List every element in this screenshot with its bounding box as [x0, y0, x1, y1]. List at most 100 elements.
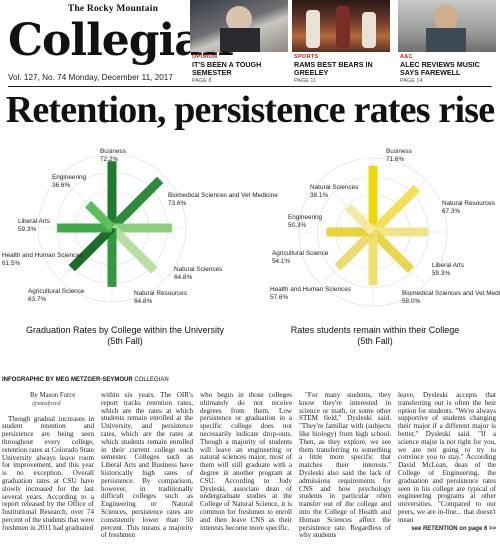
value-label: 61.5%	[2, 259, 21, 267]
credit-outlet: COLLEGIAN	[134, 377, 169, 383]
article-text: leave, Dysleski accepts that transferrin…	[398, 391, 496, 524]
category-name: Agricultural Science	[28, 288, 85, 295]
chart-bar	[108, 224, 158, 274]
value-label: 59.3%	[18, 225, 37, 233]
value-label: 58.0%	[402, 297, 421, 305]
category-label: Natural Sciences 38.1%	[310, 184, 358, 199]
article-column-4: "For many students, they know they're in…	[299, 391, 391, 540]
category-name: Natural Sciences	[174, 266, 223, 273]
teaser-section: A&C	[400, 54, 413, 60]
article-column-1: By Mason Force @masforcd Though gradual …	[2, 392, 94, 533]
value-label: 59.3%	[432, 269, 451, 277]
category-label: Agricultural Science 54.1%	[272, 250, 328, 265]
teaser-headline[interactable]: RAMS BEST BEARS IN GREELEY	[294, 60, 373, 77]
teaser-section: SPORTS	[294, 54, 319, 60]
value-label: 57.6%	[270, 293, 289, 301]
teaser-headline[interactable]: IT'S BEEN A TOUGH SEMESTER	[192, 60, 262, 77]
value-label: 63.7%	[28, 295, 47, 303]
chart-bar	[84, 200, 116, 232]
teaser-photo	[292, 0, 390, 52]
category-name: Biomedical Sciences and Vet Medicine	[168, 192, 278, 199]
chart-bar	[369, 184, 421, 236]
article-text: who begin in those colleges ultimately d…	[200, 391, 292, 532]
infographic-credit: INFOGRAPHIC BY MEG METZGER-SEYMOUR COLLE…	[2, 377, 169, 383]
category-name: Liberal Arts	[18, 218, 50, 225]
value-label: 36.6%	[52, 181, 71, 189]
teaser-opinion[interactable]: OPINION IT'S BEEN A TOUGH SEMESTER PAGE …	[190, 0, 288, 86]
graduation-rate-plot	[37, 153, 187, 303]
value-label: 54.1%	[272, 257, 291, 265]
category-label: Health and Human Sciences 57.6%	[270, 286, 351, 301]
chart-bar	[108, 176, 164, 232]
category-name: Health and Human Sciences	[270, 286, 351, 293]
category-label: Natural Resources 64.8%	[134, 290, 187, 305]
article-column-3: who begin in those colleges ultimately d…	[200, 391, 292, 532]
teaser-page: PAGE 8	[192, 78, 212, 84]
newspaper-logo: Collegian	[8, 15, 234, 66]
masthead-kicker: The Rocky Mountain	[67, 4, 159, 14]
category-name: Engineering	[52, 174, 87, 181]
teaser-headline[interactable]: ALEC REVIEWS MUSIC SAYS FAREWELL	[400, 60, 480, 77]
teaser-sports[interactable]: SPORTS RAMS BEST BEARS IN GREELEY PAGE 1…	[292, 0, 390, 86]
article-text: "For many students, they know they're in…	[299, 391, 391, 540]
article-column-5: leave, Dysleski accepts that transferrin…	[398, 391, 496, 533]
credit-label: INFOGRAPHIC BY	[2, 377, 55, 383]
category-label: Biomedical Sciences and Vet Medicine 73.6…	[168, 192, 278, 207]
chart-bar	[334, 228, 377, 271]
teaser-page: PAGE 11	[294, 78, 317, 84]
category-label: Health and Human Sciences 61.5%	[2, 252, 83, 267]
byline: By Mason Force	[30, 392, 76, 399]
teaser-photo	[190, 0, 288, 52]
category-name: Business	[386, 148, 412, 155]
chart-title-text: Graduation Rates by College within the U…	[25, 325, 225, 335]
credit-name: MEG METZGER-SEYMOUR	[55, 377, 133, 383]
chart-title: Graduation Rates by College within the U…	[0, 325, 250, 347]
category-label: Engineering 50.3%	[288, 214, 322, 229]
category-label: Biomedical Sciences and Vet Medicine58.0…	[402, 290, 500, 305]
value-label: 71.6%	[386, 155, 405, 163]
category-name: Engineering	[288, 214, 323, 221]
article-text: within six years. The OIR's report track…	[101, 391, 193, 540]
chart-title-text: Rates students remain within their Colle…	[290, 325, 460, 335]
graduation-rate-chart: Business 72.2% Biomedical Sciences and Vet…	[0, 138, 278, 360]
author-handle[interactable]: @masforcd	[32, 399, 61, 407]
category-label: Liberal Arts 59.3%	[18, 218, 50, 233]
teaser-section: OPINION	[192, 54, 218, 60]
value-label: 38.1%	[310, 191, 329, 199]
article-column-2: within six years. The OIR's report track…	[101, 391, 193, 540]
masthead-rule	[8, 86, 492, 87]
value-label: 50.3%	[288, 221, 307, 229]
value-label: 73.6%	[168, 199, 187, 207]
category-name: Biomedical Sciences and Vet Medicine	[402, 290, 500, 297]
chart-subtitle: (5th Fall)	[107, 336, 143, 346]
persistence-rate-chart: Business 71.6% Natural Resources 67.3% Liber…	[250, 138, 500, 360]
category-name: Liberal Arts	[432, 262, 464, 269]
article-text: Though gradual increases in student rete…	[2, 414, 94, 532]
chart-bar	[68, 224, 116, 272]
chart-title: Rates students remain within their Colle…	[250, 325, 500, 347]
jump-link[interactable]: see RETENTION on page 6 >>	[411, 525, 496, 532]
category-label: Business 72.2%	[100, 148, 126, 163]
category-label: Liberal Arts 59.3%	[432, 262, 464, 277]
category-name: Agricultural Science	[272, 250, 329, 257]
teaser-page: PAGE 14	[400, 78, 423, 84]
persistence-rate-plot	[298, 157, 448, 307]
chart-bar	[344, 203, 377, 236]
value-label: 64.8%	[174, 273, 193, 281]
category-label: Agricultural Science 63.7%	[28, 288, 84, 303]
issue-line: Vol. 127, No. 74 Monday, December 11, 20…	[8, 73, 173, 82]
chart-bar	[369, 228, 415, 274]
category-label: Business 71.6%	[386, 148, 412, 163]
page-headline: Retention, persistence rates rise	[5, 89, 495, 131]
value-label: 67.3%	[442, 207, 461, 215]
category-label: Natural Resources 67.3%	[442, 200, 495, 215]
category-label: Engineering 36.6%	[52, 174, 86, 189]
category-name: Health and Human Sciences	[2, 252, 83, 259]
category-name: Natural Sciences	[310, 184, 359, 191]
category-label: Natural Sciences 64.8%	[174, 266, 222, 281]
teaser-arts[interactable]: A&C ALEC REVIEWS MUSIC SAYS FAREWELL PAG…	[398, 0, 496, 86]
category-name: Natural Resources	[442, 200, 495, 207]
category-name: Business	[100, 148, 126, 155]
value-label: 72.2%	[100, 155, 119, 163]
chart-subtitle: (5th Fall)	[357, 336, 393, 346]
